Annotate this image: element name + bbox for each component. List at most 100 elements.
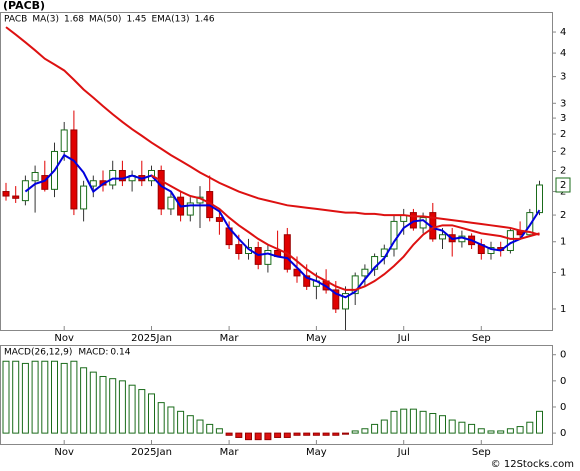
candle-body xyxy=(439,234,446,240)
y-tick-label: 0 xyxy=(560,402,566,413)
macd-bar xyxy=(506,428,514,434)
macd-bar xyxy=(274,432,282,438)
candle-body xyxy=(361,268,369,277)
macd-bar xyxy=(351,430,359,434)
x-tick-label: Sep xyxy=(472,333,491,344)
macd-bar xyxy=(186,415,194,434)
macd-bar xyxy=(235,432,243,438)
candle-body xyxy=(264,249,272,265)
x-tick-label: 2025Jan xyxy=(131,333,172,344)
legend-text: 1.46 xyxy=(195,15,215,25)
macd-bar xyxy=(51,360,58,434)
candle-body xyxy=(157,169,165,210)
ma-line xyxy=(5,26,540,236)
candle-body xyxy=(351,275,359,295)
candle-body xyxy=(80,185,88,210)
candle-body xyxy=(60,129,68,152)
x-tick-label: May xyxy=(306,333,327,344)
y-tick-label: 0 xyxy=(560,376,566,387)
legend-text: 1.45 xyxy=(126,15,146,25)
macd-bar xyxy=(138,389,146,434)
macd-bar xyxy=(293,432,301,436)
macd-bar xyxy=(536,410,543,434)
macd-bar xyxy=(409,408,417,434)
candle-body xyxy=(390,220,398,250)
candle-body xyxy=(12,195,20,199)
y-tick-label: 1 xyxy=(560,268,566,279)
legend-text: MACD: xyxy=(78,348,108,358)
macd-bar xyxy=(322,432,330,436)
candle-body xyxy=(371,256,379,270)
macd-bar xyxy=(89,371,97,434)
macd-bar xyxy=(128,384,136,434)
macd-bar xyxy=(41,360,49,434)
candle-body xyxy=(118,169,126,182)
macd-bar xyxy=(458,421,466,434)
x-tick-label: Mar xyxy=(220,333,240,344)
x-tick-label: Nov xyxy=(54,447,74,458)
candle-body xyxy=(293,268,301,277)
macd-bar xyxy=(225,432,233,436)
last-price-box xyxy=(555,177,571,193)
y-tick-label: 4 xyxy=(560,48,566,59)
y-tick-label: 3 xyxy=(560,113,566,124)
chart-title: (PACB) xyxy=(3,0,45,12)
macd-bar xyxy=(80,367,88,434)
candle-body xyxy=(487,247,495,254)
x-tick-label: Jul xyxy=(397,447,410,458)
macd-bar xyxy=(254,432,262,441)
candle-body xyxy=(215,217,223,222)
last-price-label: 2 xyxy=(560,180,566,191)
macd-bar xyxy=(99,375,107,434)
macd-bar xyxy=(215,428,223,434)
macd-bar xyxy=(303,432,311,436)
legend-text: MA(50) xyxy=(89,15,121,25)
x-tick-label: Mar xyxy=(220,447,240,458)
candle-body xyxy=(31,172,39,182)
ma-line xyxy=(151,174,540,291)
y-tick-label: 3 xyxy=(560,98,566,109)
macd-bar xyxy=(497,430,505,434)
macd-bar xyxy=(419,410,427,434)
macd-bar xyxy=(380,419,388,434)
price-panel xyxy=(0,12,553,331)
x-tick-label: Nov xyxy=(54,333,74,344)
candle-body xyxy=(89,180,97,187)
macd-bar xyxy=(400,408,408,434)
y-tick-label: 3 xyxy=(560,72,566,83)
y-tick-label: 1 xyxy=(560,237,566,248)
legend-text: 1.68 xyxy=(64,15,84,25)
macd-bar xyxy=(118,380,126,434)
macd-bar xyxy=(264,432,272,441)
y-tick-label: 0 xyxy=(560,428,566,439)
macd-bar xyxy=(487,430,495,434)
y-tick-label: 1 xyxy=(560,304,566,315)
macd-bar xyxy=(342,432,349,435)
candle-body xyxy=(235,244,243,254)
macd-bar xyxy=(70,360,78,434)
macd-bar xyxy=(468,423,476,434)
macd-bar xyxy=(21,362,29,434)
candle-body xyxy=(186,202,194,216)
macd-bar xyxy=(2,360,10,434)
legend-text: EMA(13) xyxy=(151,15,189,25)
x-tick-label: Sep xyxy=(472,447,491,458)
candle-body xyxy=(342,293,349,310)
macd-bar xyxy=(12,360,20,434)
y-tick-label: 2 xyxy=(560,210,566,221)
macd-bar xyxy=(390,410,398,434)
macd-bar xyxy=(109,378,117,434)
ma-line xyxy=(24,153,541,299)
macd-bar xyxy=(245,432,252,441)
macd-bar xyxy=(177,410,185,434)
legend-text: MACD(26,12,9) xyxy=(4,348,72,358)
legend-text: PACB xyxy=(4,15,27,25)
macd-bar xyxy=(516,426,524,434)
macd-bar xyxy=(31,360,39,434)
candle-body xyxy=(303,275,311,287)
macd-bar xyxy=(439,415,446,434)
y-tick-label: 2 xyxy=(560,165,566,176)
candle-body xyxy=(70,129,78,210)
macd-bar xyxy=(477,428,485,434)
